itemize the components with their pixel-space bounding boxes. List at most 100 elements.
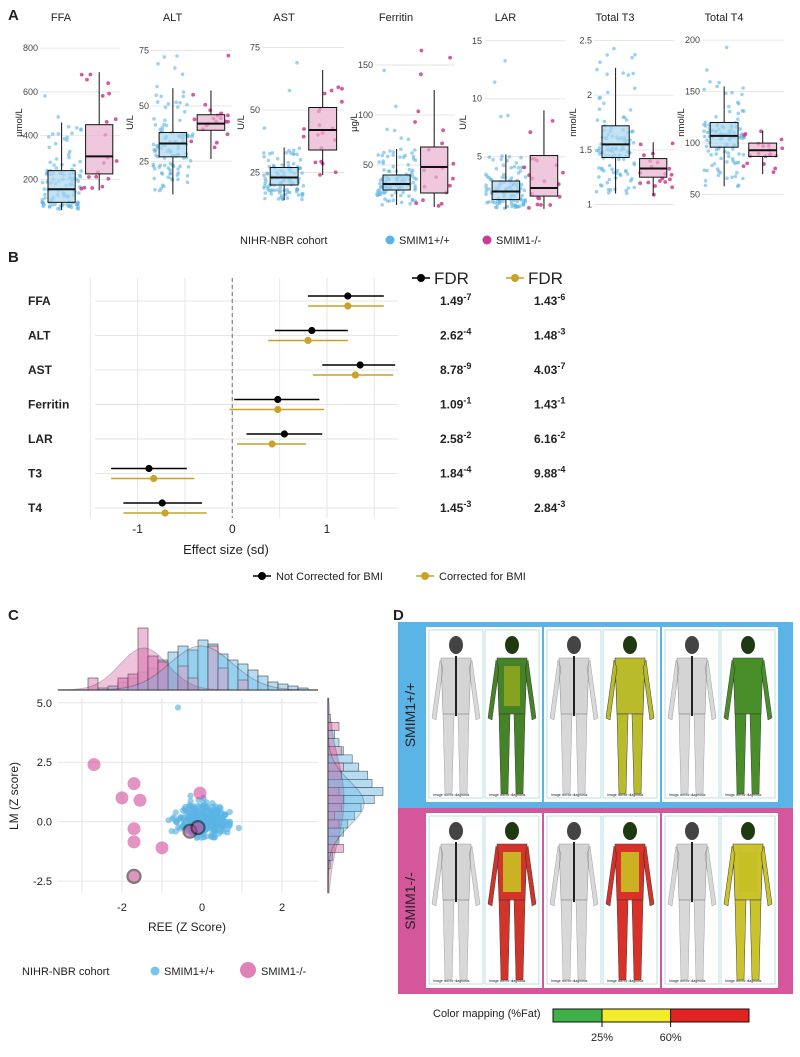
data-point bbox=[212, 145, 217, 150]
x-tick-label: 2 bbox=[279, 902, 285, 914]
right-leg bbox=[513, 713, 526, 795]
tick-label: 15 bbox=[472, 36, 482, 46]
data-point bbox=[607, 177, 612, 182]
data-point bbox=[322, 91, 327, 96]
data-point bbox=[380, 153, 385, 158]
fdr-exponent: -2 bbox=[557, 430, 565, 440]
data-point bbox=[178, 118, 182, 123]
data-point bbox=[737, 152, 741, 156]
left-arm bbox=[549, 659, 562, 721]
tick-label: 100 bbox=[358, 110, 373, 120]
scan-frame bbox=[546, 815, 602, 985]
subplot-ylabel: µg/L bbox=[349, 113, 360, 132]
estimate-corrected bbox=[161, 509, 169, 517]
panel-c-legend-title: NIHR-NBR cohort bbox=[22, 966, 109, 978]
left-arm bbox=[431, 659, 444, 721]
data-point bbox=[485, 174, 489, 179]
left-leg bbox=[498, 713, 511, 795]
data-point bbox=[413, 120, 417, 124]
estimate-corrected bbox=[304, 336, 312, 345]
subplot-title: LAR bbox=[495, 12, 516, 24]
data-point bbox=[738, 127, 743, 131]
data-point bbox=[192, 117, 197, 122]
fdr-mantissa: 1.45 bbox=[440, 501, 464, 515]
fat-map-scan bbox=[723, 822, 773, 981]
data-point bbox=[278, 185, 283, 190]
hist-bar-ko bbox=[327, 844, 344, 853]
fdr-mantissa: 1.43 bbox=[534, 398, 558, 412]
data-point bbox=[382, 150, 386, 155]
data-point bbox=[759, 129, 763, 134]
head bbox=[449, 636, 463, 654]
data-point bbox=[181, 94, 186, 99]
data-point bbox=[62, 137, 67, 141]
data-point bbox=[113, 117, 118, 122]
data-point bbox=[336, 85, 341, 90]
estimate-corrected bbox=[150, 474, 158, 483]
data-point bbox=[421, 198, 425, 203]
data-point bbox=[605, 72, 609, 77]
data-point bbox=[263, 196, 267, 201]
panel-b-legend: Not Corrected for BMI Corrected for BMI bbox=[253, 571, 526, 583]
skeleton-scan bbox=[667, 636, 717, 795]
data-point-wt bbox=[195, 802, 202, 809]
skeleton-scan bbox=[667, 822, 717, 981]
data-point bbox=[715, 84, 719, 89]
data-point bbox=[491, 158, 495, 162]
data-point bbox=[399, 193, 403, 198]
right-leg bbox=[631, 899, 644, 981]
tick-label: 1 bbox=[587, 200, 592, 210]
box bbox=[196, 114, 226, 131]
data-point bbox=[724, 91, 728, 96]
data-point bbox=[736, 117, 740, 121]
data-point bbox=[448, 183, 452, 188]
row-label: SMIM1-/- bbox=[402, 872, 418, 930]
data-point bbox=[595, 148, 599, 153]
data-point bbox=[298, 158, 303, 162]
data-point bbox=[75, 202, 80, 207]
data-point-ko bbox=[127, 835, 141, 849]
data-point bbox=[399, 136, 404, 140]
data-point bbox=[151, 162, 156, 167]
hist-bar-wt bbox=[297, 687, 309, 691]
data-point bbox=[158, 127, 162, 132]
data-point bbox=[638, 181, 643, 186]
density-wt bbox=[327, 698, 365, 893]
data-point bbox=[628, 108, 633, 112]
right-leg bbox=[749, 713, 762, 795]
data-point bbox=[88, 72, 93, 77]
fdr-exponent: -2 bbox=[463, 430, 471, 440]
data-point bbox=[189, 139, 194, 144]
panel-a-boxplots: FFAµmol/L200400600800ALTU/L255075ASTU/L2… bbox=[14, 12, 785, 211]
data-point bbox=[598, 183, 603, 187]
data-point-wt bbox=[214, 818, 221, 825]
data-point bbox=[646, 180, 651, 185]
data-point bbox=[208, 108, 213, 113]
data-point bbox=[439, 201, 444, 206]
data-point bbox=[79, 186, 84, 191]
fdr-header-uncorrected-dot bbox=[417, 274, 425, 282]
right-arm bbox=[468, 845, 481, 907]
hist-bar-ko bbox=[327, 762, 344, 772]
data-point bbox=[668, 177, 672, 182]
colorbar-segment bbox=[602, 1009, 671, 1022]
colorbar-outline bbox=[552, 1008, 750, 1023]
data-point bbox=[287, 148, 291, 153]
fdr-value: 8.78-9 bbox=[440, 361, 471, 377]
left-arm bbox=[667, 845, 680, 907]
data-point bbox=[519, 182, 524, 187]
data-point bbox=[225, 132, 230, 137]
data-point bbox=[632, 161, 636, 165]
data-point bbox=[287, 88, 292, 93]
fdr-mantissa: 2.58 bbox=[440, 432, 464, 446]
data-point bbox=[617, 157, 621, 162]
data-point bbox=[412, 148, 417, 152]
colorbar-segment bbox=[670, 1009, 749, 1022]
scan-caption: Image not for diagnosis bbox=[433, 793, 470, 797]
data-point bbox=[522, 188, 527, 193]
right-arm bbox=[524, 659, 537, 721]
data-point bbox=[514, 161, 518, 165]
scan-row-wt: SMIM1+/+ Image not for diagnosis Image not… bbox=[398, 622, 793, 808]
data-point bbox=[727, 154, 731, 159]
data-point bbox=[67, 155, 71, 160]
